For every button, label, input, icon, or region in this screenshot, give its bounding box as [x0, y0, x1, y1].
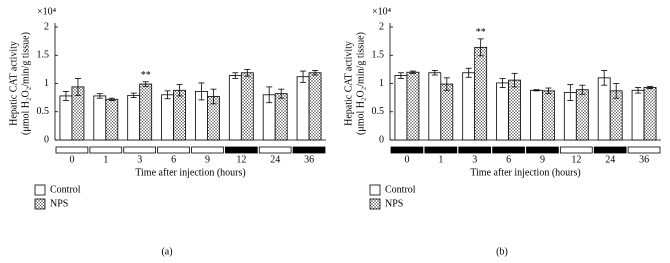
bar	[228, 75, 242, 141]
y-label-line: Hepatic CAT activity	[343, 41, 354, 126]
y-tick-label: 1	[379, 78, 384, 89]
y-label-line: (μmol H₂O₂/min/g tissue)	[20, 32, 31, 135]
x-tick-label: 0	[69, 154, 74, 165]
x-tick-label: 12	[236, 154, 246, 165]
schedule-bar	[627, 146, 661, 154]
bar	[59, 95, 73, 141]
y-label-line: (μmol H₂O₂/min/g tissue)	[355, 32, 366, 135]
y-axis-label: Hepatic CAT activity (μmol H₂O₂/min/g tis…	[343, 32, 366, 135]
y-tick-label: 0.5	[372, 106, 385, 117]
x-tick-label: 9	[205, 154, 210, 165]
bar	[542, 90, 555, 141]
y-tick-label: 1	[44, 78, 49, 89]
schedule-bar	[424, 146, 458, 154]
bar	[173, 89, 186, 141]
x-axis-label: Time after injection (hours)	[470, 167, 580, 178]
y-tick-label: 1.5	[372, 50, 385, 61]
panel-label: (b)	[496, 246, 508, 257]
x-axis-label: Time after injection (hours)	[135, 167, 245, 178]
y-axis-label: Hepatic CAT activity (μmol H₂O₂/min/g tis…	[8, 32, 31, 135]
y-tick-label: 1.5	[37, 50, 50, 61]
bar	[394, 75, 408, 141]
y-tick-label: 0	[379, 134, 384, 145]
schedule-bar	[191, 146, 224, 154]
x-tick-label: 36	[639, 154, 649, 165]
bar	[575, 89, 589, 141]
multiplier: ×10⁴	[37, 6, 57, 17]
x-tick-label: 6	[171, 154, 176, 165]
legend-label: Control	[50, 184, 81, 195]
y-tick-label: 2	[379, 21, 384, 32]
x-tick-label: 6	[506, 154, 511, 165]
x-tick-label: 36	[304, 154, 314, 165]
x-tick-label: 1	[438, 154, 443, 165]
bar	[296, 76, 310, 141]
x-tick-label: 12	[571, 154, 581, 165]
bar	[105, 98, 119, 141]
legend-swatch	[369, 184, 381, 196]
bar	[631, 89, 645, 141]
schedule-bar	[593, 146, 627, 154]
x-tick-label: 1	[103, 154, 108, 165]
bar	[530, 89, 543, 141]
bar	[440, 83, 454, 141]
schedule-bar	[559, 146, 593, 154]
significance: **	[141, 70, 151, 81]
y-tick-label: 0.5	[37, 106, 50, 117]
bar	[93, 95, 107, 141]
bar	[240, 72, 254, 141]
bar	[139, 83, 153, 141]
significance: **	[476, 27, 486, 38]
y-label-line: Hepatic CAT activity	[8, 41, 19, 126]
x-tick-label: 0	[404, 154, 409, 165]
legend-label: Control	[385, 184, 416, 195]
schedule-bar	[390, 146, 424, 154]
legend-swatch	[34, 184, 46, 196]
bar	[308, 72, 322, 141]
legend-label: NPS	[385, 198, 403, 209]
multiplier: ×10⁴	[372, 6, 392, 17]
schedule-bar	[458, 146, 492, 154]
bar	[643, 87, 657, 141]
bar	[428, 72, 442, 141]
bar	[474, 46, 488, 141]
panel-label: (a)	[161, 246, 172, 257]
schedule-bar	[492, 146, 525, 154]
schedule-bar	[123, 146, 157, 154]
legend-label: NPS	[50, 198, 68, 209]
x-tick-label: 3	[472, 154, 477, 165]
bar	[597, 77, 611, 141]
schedule-bar	[258, 146, 292, 154]
x-tick-label: 9	[540, 154, 545, 165]
x-tick-label: 24	[270, 154, 280, 165]
schedule-bar	[224, 146, 258, 154]
schedule-bar	[157, 146, 190, 154]
schedule-bar	[292, 146, 326, 154]
y-tick-label: 2	[44, 21, 49, 32]
schedule-bar	[89, 146, 123, 154]
y-tick-label: 0	[44, 134, 49, 145]
bar	[462, 72, 476, 141]
legend-swatch	[34, 198, 46, 210]
bar	[508, 79, 521, 141]
schedule-bar	[526, 146, 559, 154]
x-tick-label: 24	[605, 154, 615, 165]
bar	[127, 94, 141, 141]
bar	[161, 94, 174, 141]
schedule-bar	[55, 146, 89, 154]
x-tick-label: 3	[137, 154, 142, 165]
bar	[274, 93, 288, 141]
bar	[496, 82, 509, 141]
legend-swatch	[369, 198, 381, 210]
bar	[406, 71, 420, 141]
